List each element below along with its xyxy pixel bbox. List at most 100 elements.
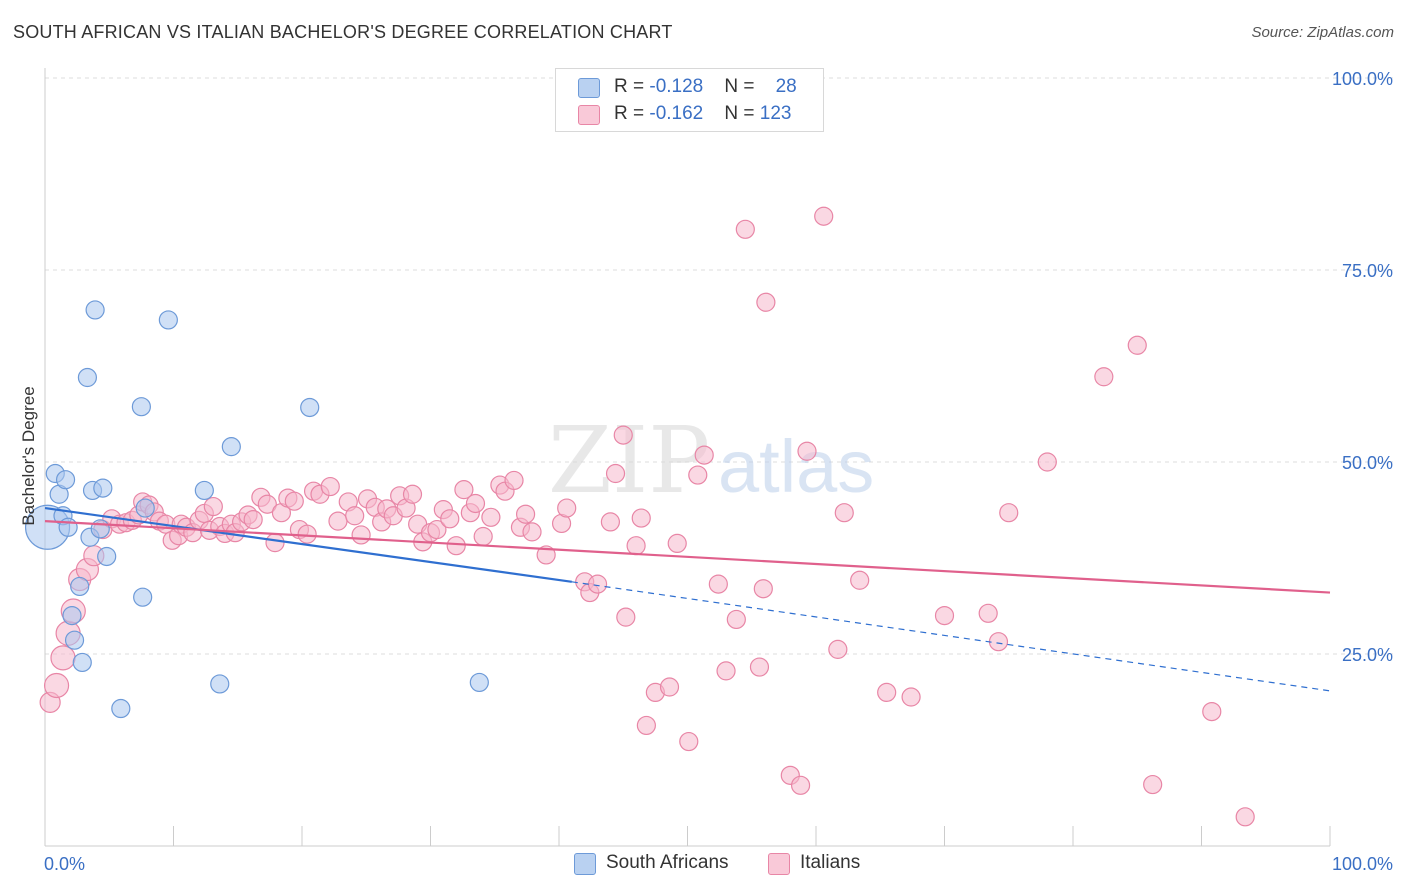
italian-point [600, 512, 621, 532]
gridlines [45, 77, 1395, 655]
italian-point [504, 470, 524, 491]
italian-point [43, 672, 70, 699]
bottom-legend-swatch-pink [768, 853, 790, 875]
italian-point [667, 533, 687, 554]
south-african-point [300, 397, 320, 418]
italian-point [473, 526, 493, 547]
italian-point [988, 632, 1009, 652]
italian-point [749, 657, 770, 677]
south-african-point [70, 576, 90, 597]
italian-point [756, 292, 776, 312]
italian-point [50, 645, 76, 671]
y-axis-label: Bachelor's Degree [19, 386, 38, 525]
legend-r-label: R = [614, 103, 650, 124]
italians-trend-line [44, 520, 1331, 594]
italian-point [1143, 774, 1163, 795]
watermark: ZIP atlas [548, 407, 874, 514]
italian-point [1235, 807, 1255, 827]
italian-point [351, 525, 371, 545]
italian-point [726, 609, 746, 630]
italian-point [427, 519, 447, 540]
legend-swatch-blue [578, 78, 600, 98]
south-african-point [221, 437, 241, 457]
italian-point [688, 465, 708, 485]
south-african-point [77, 367, 98, 388]
italian-point [694, 445, 714, 465]
trend-lines [44, 506, 1331, 692]
legend-text: R = -0.162 N = 123 [614, 103, 791, 125]
italian-point [716, 661, 736, 681]
italian-point [446, 536, 466, 556]
legend-n-value: 123 [759, 103, 792, 124]
bottom-legend-swatch-blue [574, 853, 596, 875]
italian-point [631, 508, 651, 528]
south-africans-trend-extension [571, 581, 1331, 692]
italians-points [39, 206, 1255, 827]
italian-point [1094, 367, 1114, 387]
legend-r-value: -0.128 [649, 76, 704, 97]
south-african-point [133, 587, 153, 607]
south-african-point [135, 498, 155, 518]
italian-point [257, 494, 277, 514]
italian-point [284, 491, 304, 511]
legend-swatch-pink [578, 105, 600, 125]
y-tick-label: 75.0% [1342, 261, 1393, 281]
italian-point [626, 536, 646, 556]
chart-title: SOUTH AFRICAN VS ITALIAN BACHELOR'S DEGR… [13, 22, 673, 42]
legend-text: R = -0.128 N = 28 [614, 76, 797, 98]
stats-legend: R = -0.128 N = 28 R = -0.162 N = 123 [555, 68, 824, 132]
italian-point [735, 219, 755, 239]
y-tick-label: 25.0% [1342, 645, 1393, 665]
italian-point [328, 511, 348, 531]
italian-point [557, 498, 577, 518]
italian-point [850, 570, 870, 590]
italian-point [999, 503, 1019, 523]
italian-point [605, 463, 626, 484]
bottom-legend-label: Italians [800, 852, 861, 873]
italian-point [753, 579, 773, 599]
y-tick-label: 100.0% [1332, 69, 1393, 89]
x-tick-label: 100.0% [1332, 854, 1393, 874]
italian-point [265, 533, 285, 553]
italian-point [828, 639, 848, 659]
italian-point [790, 775, 811, 795]
italian-point [978, 603, 998, 623]
legend-n-value: 28 [775, 76, 797, 97]
italian-point [536, 545, 556, 565]
italian-point [465, 493, 486, 514]
south-african-point [62, 605, 82, 626]
south-africans-trend-line [44, 506, 573, 583]
italian-point [901, 687, 921, 707]
italian-point [345, 506, 365, 526]
bottom-legend-label: South Africans [606, 852, 729, 873]
south-african-point [469, 672, 489, 693]
south-african-point [55, 470, 76, 490]
italian-point [522, 522, 542, 542]
south-african-point [131, 397, 151, 417]
italian-point [708, 574, 728, 594]
italian-point [636, 715, 656, 736]
south-african-point [90, 519, 110, 539]
source-label: Source: ZipAtlas.com [1251, 24, 1394, 41]
south-african-point [64, 630, 85, 650]
italian-point [613, 425, 633, 445]
legend-r-label: R = [614, 76, 650, 97]
italian-point [454, 480, 474, 500]
italian-point [481, 507, 501, 527]
south-african-point [194, 480, 214, 501]
italian-point [797, 441, 817, 461]
italian-point [1202, 701, 1222, 722]
legend-n-label: N = [724, 76, 760, 97]
italian-point [587, 574, 608, 594]
south-african-point [97, 546, 117, 567]
south-african-point [85, 300, 105, 320]
y-tick-label: 50.0% [1342, 453, 1393, 473]
italian-point [814, 206, 834, 226]
watermark-atlas: atlas [718, 425, 874, 508]
italian-point [515, 504, 536, 524]
italian-point [440, 509, 460, 529]
south-africans-points [24, 300, 489, 719]
italian-point [297, 524, 317, 544]
italian-point [659, 677, 680, 697]
